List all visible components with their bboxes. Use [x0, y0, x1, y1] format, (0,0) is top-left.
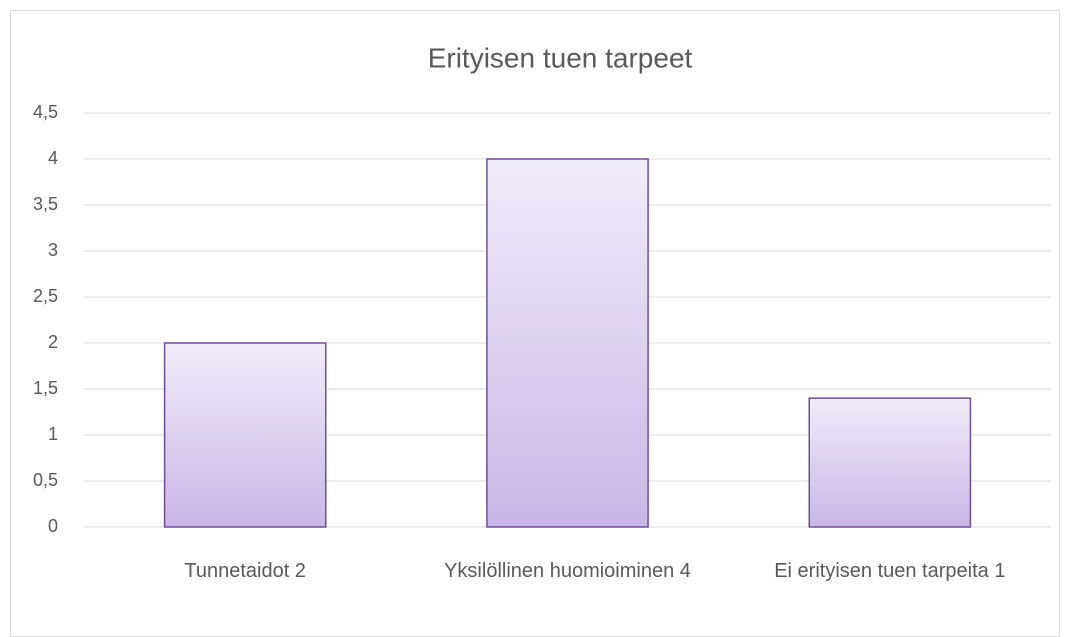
- y-tick-label: 2: [48, 332, 58, 352]
- y-tick-label: 3: [48, 240, 58, 260]
- y-tick-label: 4,5: [33, 102, 58, 122]
- bar: [808, 397, 972, 528]
- y-tick-label: 4: [48, 148, 58, 168]
- x-tick-label: Tunnetaidot 2: [184, 560, 306, 582]
- y-tick-label: 1: [48, 424, 58, 444]
- x-tick-label: Yksilöllinen huomioiminen 4: [444, 560, 691, 582]
- y-tick-label: 3,5: [33, 194, 58, 214]
- y-tick-label: 1,5: [33, 378, 58, 398]
- bar: [486, 158, 649, 528]
- y-tick-label: 0,5: [33, 470, 58, 490]
- chart-title: Erityisen tuen tarpeet: [428, 42, 693, 73]
- x-tick-label: Ei erityisen tuen tarpeita 1: [774, 560, 1006, 582]
- y-tick-label: 0: [48, 516, 58, 536]
- y-tick-label: 2,5: [33, 286, 58, 306]
- bar: [163, 342, 327, 528]
